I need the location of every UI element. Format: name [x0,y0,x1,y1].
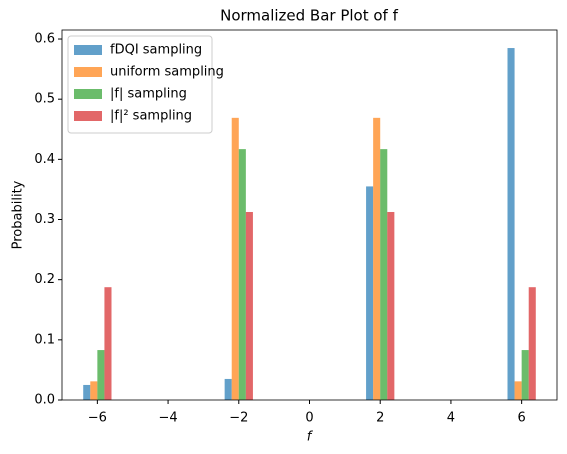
bar [521,350,529,400]
y-tick-label: 0.0 [34,393,55,408]
y-axis-label: Probability [11,180,26,249]
legend-box [67,35,213,134]
bar [97,350,105,400]
bar [514,381,522,400]
legend-swatch [74,89,102,99]
x-tick-label: 0 [305,411,313,426]
bar [387,211,395,400]
bar [231,117,239,400]
legend-swatch [74,45,102,55]
bar [90,381,98,400]
legend-swatch [74,67,102,77]
x-tick-label: −2 [229,411,248,426]
bar [380,149,388,400]
x-tick-label: −4 [158,411,177,426]
y-tick-label: 0.3 [34,212,55,227]
y-tick-label: 0.6 [34,32,55,47]
bar [238,149,246,400]
chart-title: Normalized Bar Plot of f [220,7,399,25]
bar [104,287,112,400]
y-tick-label: 0.5 [34,92,55,107]
legend-label: fDQI sampling [110,43,202,58]
legend-label: uniform sampling [110,65,224,80]
bar [245,211,253,400]
y-tick-label: 0.4 [34,152,55,167]
legend-label: |f|² sampling [110,109,192,124]
y-tick-label: 0.1 [34,332,55,347]
x-axis-label: f [307,430,314,445]
bar [83,384,91,400]
x-tick-label: 2 [376,411,384,426]
y-tick-label: 0.2 [34,272,55,287]
legend-swatch [74,111,102,121]
x-tick-label: 4 [447,411,455,426]
bar [366,186,374,400]
bar [224,378,232,400]
x-tick-label: 6 [518,411,526,426]
bar [507,48,515,401]
bar [528,287,536,400]
x-tick-label: −6 [88,411,107,426]
bar [373,117,381,400]
legend-label: |f| sampling [110,87,187,102]
